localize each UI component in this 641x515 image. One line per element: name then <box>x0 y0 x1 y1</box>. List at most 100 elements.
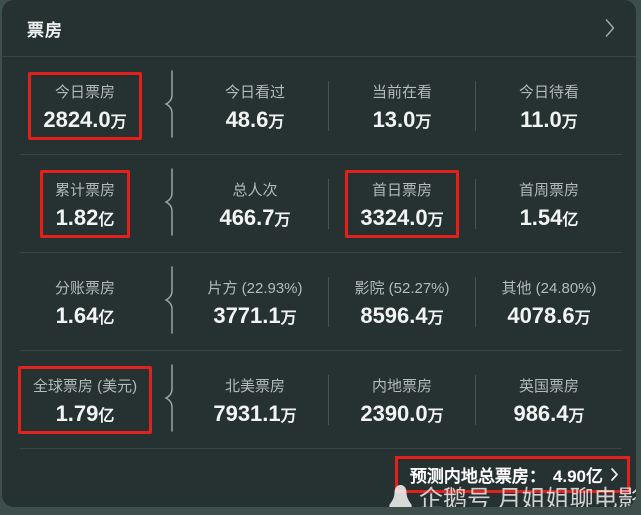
stat-label: 片方 (22.93%) <box>207 280 303 297</box>
stat-box: 其他 (24.80%) 4078.6万 <box>491 270 606 334</box>
stat-label: 总人次 <box>232 182 278 199</box>
stats-row-2: 累计票房 1.82亿 总人次 466.7万 首日票房 3324.0万 首周票房 … <box>2 155 636 253</box>
stat-box: 总人次 466.7万 <box>209 172 300 236</box>
value-unit: 万 <box>574 310 591 327</box>
stat-split-box-office: 分账票房 1.64亿 <box>10 253 160 351</box>
stats-row-4: 全球票房 (美元) 1.79亿 北美票房 7931.1万 内地票房 2390.0… <box>2 351 636 449</box>
value-number: 986.4 <box>513 401 569 426</box>
stat-cumulative-box-office: 累计票房 1.82亿 <box>10 155 160 253</box>
column-divider <box>475 277 476 327</box>
value-number: 8596.4 <box>360 303 428 328</box>
stat-box: 北美票房 7931.1万 <box>203 368 306 432</box>
value-number: 13.0 <box>372 107 416 132</box>
value-number: 3324.0 <box>360 205 428 230</box>
stat-box: 今日待看 11.0万 <box>509 74 589 138</box>
prediction-box[interactable]: 预测内地总票房： 4.90亿 <box>394 456 630 493</box>
stat-cinema-share: 影院 (52.27%) 8596.4万 <box>329 253 475 351</box>
stat-value: 1.64亿 <box>56 305 115 327</box>
stat-box: 影院 (52.27%) 8596.4万 <box>344 270 459 334</box>
stat-label: 英国票房 <box>518 378 579 395</box>
value-number: 1.79 <box>55 401 99 426</box>
stat-value: 986.4万 <box>513 403 584 425</box>
stat-value: 3324.0万 <box>360 207 443 229</box>
value-number: 7931.1 <box>213 401 281 426</box>
stat-value: 11.0万 <box>520 109 578 131</box>
stat-box: 首周票房 1.54亿 <box>509 172 589 236</box>
value-unit: 万 <box>427 212 444 229</box>
brace-divider <box>160 68 182 145</box>
watermark-text: 企鹅号 月姐姐聊电影 <box>419 486 636 507</box>
highlight-box: 首日票房 3324.0万 <box>345 170 459 238</box>
stat-first-day-box-office: 首日票房 3324.0万 <box>329 155 475 253</box>
stat-label: 今日看过 <box>224 84 285 101</box>
value-number: 1.82 <box>55 205 99 230</box>
highlight-box: 累计票房 1.82亿 <box>39 170 130 238</box>
panel-header: 票房 <box>2 0 636 57</box>
panel-title: 票房 <box>27 20 63 40</box>
penguin-icon <box>389 485 412 507</box>
stat-box: 当前在看 13.0万 <box>362 74 442 138</box>
stat-label: 内地票房 <box>371 378 432 395</box>
stat-total-admissions: 总人次 466.7万 <box>182 155 328 253</box>
highlight-box: 今日票房 2824.0万 <box>28 72 142 140</box>
stat-label: 全球票房 (美元) <box>32 378 138 395</box>
stat-first-week-box-office: 首周票房 1.54亿 <box>476 155 622 253</box>
value-unit: 万 <box>280 408 297 425</box>
stat-label: 今日票房 <box>54 84 115 101</box>
stat-value: 13.0万 <box>373 109 432 131</box>
column-divider <box>328 277 329 327</box>
stat-other-share: 其他 (24.80%) 4078.6万 <box>476 253 622 351</box>
value-unit: 万 <box>110 114 127 131</box>
stat-value: 7931.1万 <box>213 403 296 425</box>
value-number: 4078.6 <box>507 303 575 328</box>
stat-mainland-box-office: 内地票房 2390.0万 <box>329 351 475 449</box>
stat-label: 累计票房 <box>54 182 115 199</box>
stat-value: 2824.0万 <box>43 109 126 131</box>
stat-value: 1.54亿 <box>520 207 579 229</box>
stat-box: 分账票房 1.64亿 <box>45 270 125 334</box>
value-unit: 万 <box>268 114 285 131</box>
chevron-right-icon <box>611 468 618 481</box>
column-divider <box>328 81 329 131</box>
stat-today-box-office: 今日票房 2824.0万 <box>10 57 160 155</box>
value-unit: 万 <box>274 212 291 229</box>
value-unit: 万 <box>427 408 444 425</box>
stat-value: 1.82亿 <box>56 207 115 229</box>
stats-row-1: 今日票房 2824.0万 今日看过 48.6万 当前在看 13.0万 今日待看 … <box>2 57 636 155</box>
value-number: 11.0 <box>520 107 562 132</box>
stat-label: 其他 (24.80%) <box>501 280 597 297</box>
prediction-value: 4.90亿 <box>552 467 603 486</box>
column-divider <box>475 81 476 131</box>
value-number: 2824.0 <box>43 107 111 132</box>
brace-divider <box>160 362 182 439</box>
value-unit: 万 <box>427 310 444 327</box>
stat-value: 3771.1万 <box>213 305 296 327</box>
value-number: 466.7 <box>219 205 275 230</box>
stat-label: 首日票房 <box>371 182 432 199</box>
box-office-panel: 票房 今日票房 2824.0万 今日看过 48.6万 当前在看 13.0万 <box>2 0 636 507</box>
stat-global-box-office-usd: 全球票房 (美元) 1.79亿 <box>10 351 160 449</box>
brace-divider <box>160 166 182 243</box>
stat-box: 英国票房 986.4万 <box>503 368 594 432</box>
stat-currently-watching: 当前在看 13.0万 <box>329 57 475 155</box>
value-unit: 亿 <box>98 212 115 229</box>
stat-uk-box-office: 英国票房 986.4万 <box>476 351 622 449</box>
stats-row-3: 分账票房 1.64亿 片方 (22.93%) 3771.1万 影院 (52.27… <box>2 253 636 351</box>
value-number: 3771.1 <box>213 303 281 328</box>
stat-box: 内地票房 2390.0万 <box>350 368 453 432</box>
prediction-label: 预测内地总票房： <box>409 467 546 486</box>
stat-value: 466.7万 <box>219 207 290 229</box>
stat-label: 今日待看 <box>518 84 579 101</box>
value-unit: 亿 <box>98 310 115 327</box>
value-number: 1.64 <box>55 303 99 328</box>
brace-divider <box>160 264 182 341</box>
chevron-right-icon[interactable] <box>604 17 616 39</box>
column-divider <box>475 179 476 229</box>
value-number: 2390.0 <box>360 401 428 426</box>
column-divider <box>328 375 329 425</box>
stat-value: 48.6万 <box>226 109 285 131</box>
column-divider <box>328 179 329 229</box>
highlight-box: 全球票房 (美元) 1.79亿 <box>17 366 153 434</box>
stat-value: 1.79亿 <box>56 403 115 425</box>
value-number: 48.6 <box>225 107 269 132</box>
